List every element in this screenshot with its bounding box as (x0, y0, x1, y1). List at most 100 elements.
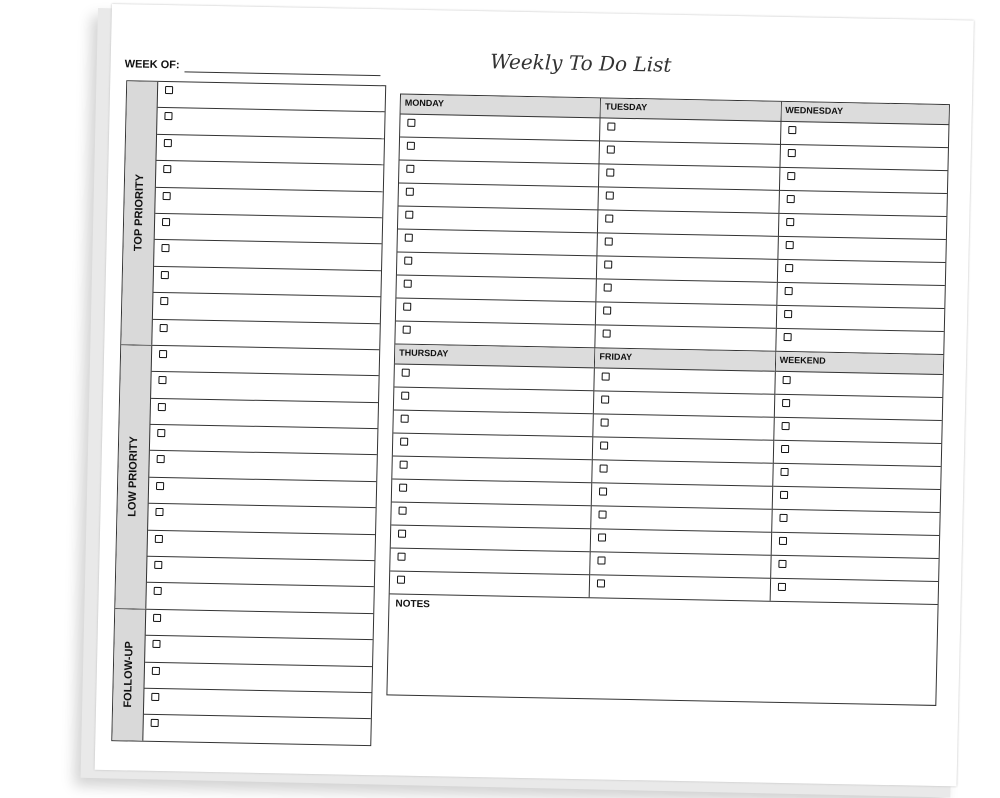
task-row[interactable] (774, 394, 943, 422)
task-row[interactable] (395, 322, 595, 348)
checkbox-icon[interactable] (783, 332, 792, 342)
checkbox-icon[interactable] (786, 194, 795, 204)
checkbox-icon[interactable] (164, 112, 173, 121)
checkbox-icon[interactable] (157, 402, 166, 411)
task-row[interactable] (143, 715, 371, 745)
checkbox-icon[interactable] (400, 414, 409, 423)
checkbox-icon[interactable] (603, 306, 612, 315)
task-row[interactable] (590, 575, 770, 600)
checkbox-icon[interactable] (152, 640, 161, 649)
task-row[interactable] (770, 555, 939, 582)
checkbox-icon[interactable] (397, 529, 407, 538)
checkbox-icon[interactable] (787, 125, 797, 135)
task-row[interactable] (590, 552, 771, 579)
checkbox-icon[interactable] (607, 122, 616, 131)
checkbox-icon[interactable] (777, 582, 786, 592)
checkbox-icon[interactable] (605, 191, 615, 200)
checkbox-icon[interactable] (155, 481, 165, 490)
checkbox-icon[interactable] (601, 395, 610, 404)
checkbox-icon[interactable] (784, 263, 793, 273)
task-row[interactable] (594, 391, 774, 418)
checkbox-icon[interactable] (786, 171, 795, 181)
checkbox-icon[interactable] (150, 719, 159, 728)
checkbox-icon[interactable] (398, 506, 407, 515)
checkbox-icon[interactable] (603, 283, 613, 292)
task-row[interactable] (591, 483, 772, 510)
checkbox-icon[interactable] (404, 256, 413, 265)
task-row[interactable] (780, 121, 949, 149)
task-row[interactable] (596, 302, 776, 329)
checkbox-icon[interactable] (597, 579, 606, 588)
checkbox-icon[interactable] (779, 513, 788, 523)
task-row[interactable] (777, 259, 946, 287)
checkbox-icon[interactable] (779, 490, 788, 500)
checkbox-icon[interactable] (405, 187, 414, 196)
task-row[interactable] (593, 414, 774, 441)
checkbox-icon[interactable] (399, 483, 408, 492)
task-row[interactable] (776, 305, 945, 333)
checkbox-icon[interactable] (154, 534, 163, 543)
checkbox-icon[interactable] (784, 286, 793, 296)
checkbox-icon[interactable] (777, 559, 787, 569)
checkbox-icon[interactable] (600, 418, 609, 427)
checkbox-icon[interactable] (403, 279, 412, 288)
task-row[interactable] (598, 187, 779, 214)
checkbox-icon[interactable] (397, 552, 406, 561)
checkbox-icon[interactable] (151, 666, 160, 675)
task-row[interactable] (771, 509, 940, 536)
checkbox-icon[interactable] (781, 398, 790, 408)
checkbox-icon[interactable] (597, 556, 606, 565)
checkbox-icon[interactable] (157, 429, 166, 438)
task-row[interactable] (778, 213, 947, 241)
checkbox-icon[interactable] (162, 191, 171, 200)
checkbox-icon[interactable] (598, 510, 607, 519)
checkbox-icon[interactable] (156, 455, 165, 464)
checkbox-icon[interactable] (783, 309, 792, 319)
checkbox-icon[interactable] (163, 165, 172, 174)
checkbox-icon[interactable] (406, 141, 415, 150)
notes-box[interactable]: NOTES (387, 594, 937, 704)
checkbox-icon[interactable] (780, 444, 789, 454)
checkbox-icon[interactable] (598, 533, 607, 542)
checkbox-icon[interactable] (599, 487, 608, 496)
checkbox-icon[interactable] (159, 323, 168, 332)
checkbox-icon[interactable] (401, 368, 410, 377)
week-of-field[interactable] (184, 71, 381, 77)
checkbox-icon[interactable] (158, 349, 168, 359)
checkbox-icon[interactable] (404, 233, 413, 242)
checkbox-icon[interactable] (780, 467, 789, 477)
task-row[interactable] (780, 144, 948, 172)
checkbox-icon[interactable] (158, 376, 167, 385)
task-row[interactable] (776, 329, 944, 354)
task-row[interactable] (590, 529, 771, 556)
task-row[interactable] (772, 486, 941, 513)
task-row[interactable] (596, 325, 776, 350)
task-row[interactable] (779, 167, 948, 195)
task-row[interactable] (779, 190, 947, 218)
checkbox-icon[interactable] (160, 297, 169, 306)
checkbox-icon[interactable] (778, 536, 787, 546)
task-row[interactable] (770, 579, 938, 604)
task-row[interactable] (592, 460, 773, 487)
checkbox-icon[interactable] (406, 164, 415, 173)
task-row[interactable] (777, 236, 946, 264)
checkbox-icon[interactable] (153, 587, 162, 596)
checkbox-icon[interactable] (604, 260, 613, 269)
task-row[interactable] (597, 256, 777, 283)
task-row[interactable] (596, 279, 777, 306)
checkbox-icon[interactable] (161, 217, 171, 227)
checkbox-icon[interactable] (164, 86, 174, 95)
checkbox-icon[interactable] (401, 391, 410, 400)
task-row[interactable] (774, 371, 943, 399)
checkbox-icon[interactable] (602, 329, 612, 338)
checkbox-icon[interactable] (160, 270, 169, 279)
checkbox-icon[interactable] (599, 464, 608, 473)
checkbox-icon[interactable] (605, 214, 614, 223)
task-row[interactable] (594, 368, 775, 395)
checkbox-icon[interactable] (604, 237, 614, 246)
checkbox-icon[interactable] (399, 460, 408, 469)
task-row[interactable] (593, 437, 773, 464)
checkbox-icon[interactable] (785, 240, 794, 250)
checkbox-icon[interactable] (396, 575, 406, 584)
checkbox-icon[interactable] (787, 148, 796, 158)
